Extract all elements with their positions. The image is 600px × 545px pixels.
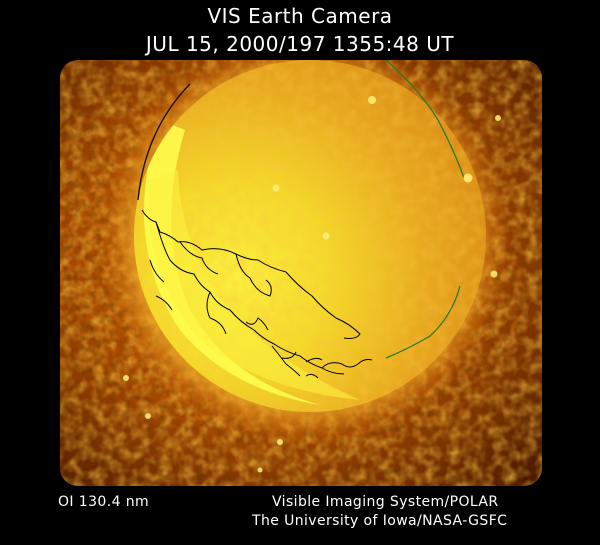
terminator-line	[385, 60, 465, 359]
coastline-overlay	[141, 209, 373, 379]
image-timestamp: JUL 15, 2000/197 1355:48 UT	[145, 32, 455, 56]
bright-spots	[123, 96, 501, 473]
credit-instrument: Visible Imaging System/POLAR	[272, 494, 499, 510]
image-title: VIS Earth Camera	[207, 4, 393, 28]
earth-camera-image	[60, 60, 542, 486]
wavelength-label: OI 130.4 nm	[58, 494, 150, 510]
credit-institution: The University of Iowa/NASA-GSFC	[252, 513, 508, 529]
earth-disk	[134, 60, 486, 412]
